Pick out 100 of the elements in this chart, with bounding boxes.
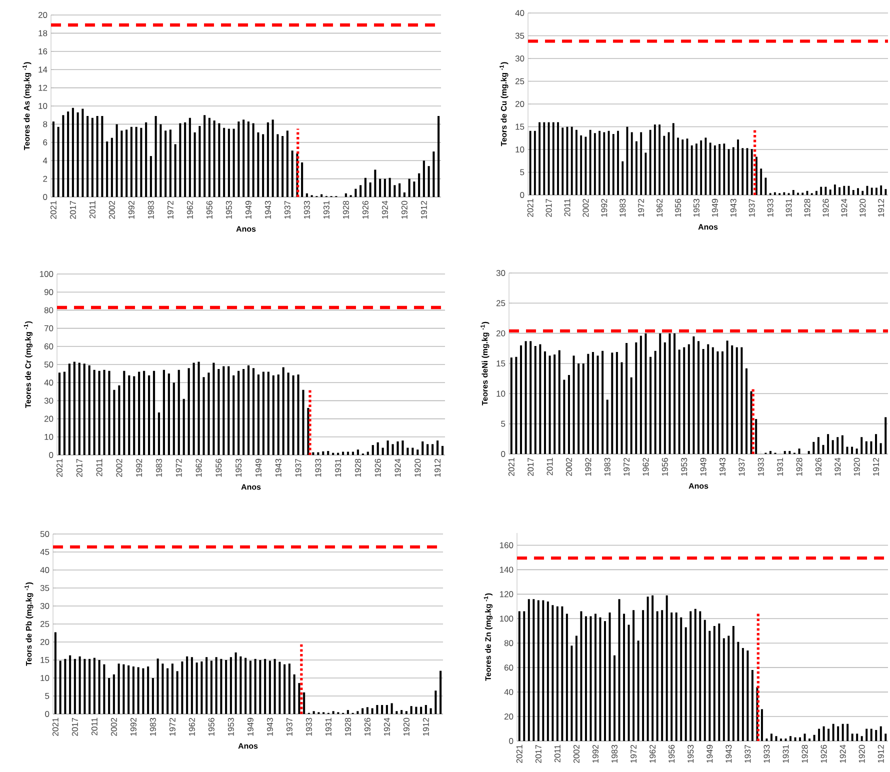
bar bbox=[544, 351, 546, 454]
bar bbox=[186, 656, 188, 714]
bar bbox=[745, 368, 748, 454]
y-tick-label: 20 bbox=[504, 714, 514, 720]
y-tick-label: 40 bbox=[504, 689, 514, 696]
bar bbox=[297, 374, 300, 455]
y-tick-label: 140 bbox=[500, 566, 514, 573]
bar bbox=[379, 178, 382, 197]
bar bbox=[371, 708, 374, 714]
bar bbox=[644, 333, 647, 454]
bar bbox=[851, 446, 854, 454]
bar bbox=[148, 375, 150, 455]
x-tick-label: 2011 bbox=[89, 200, 96, 218]
bar bbox=[736, 347, 738, 454]
bar bbox=[156, 658, 159, 714]
bar bbox=[76, 112, 79, 197]
bar bbox=[716, 351, 719, 454]
bar bbox=[184, 122, 186, 197]
bar bbox=[582, 363, 584, 454]
x-tick-label: 1933 bbox=[764, 744, 770, 763]
bar bbox=[652, 595, 654, 741]
bar bbox=[592, 352, 594, 454]
x-tick-label: 1962 bbox=[188, 718, 195, 736]
bar bbox=[59, 660, 62, 714]
bar bbox=[110, 138, 113, 197]
y-tick-label: 5 bbox=[520, 169, 524, 176]
x-tick-label: 1949 bbox=[245, 200, 252, 219]
bar bbox=[369, 182, 372, 197]
bar bbox=[402, 440, 404, 455]
bar bbox=[64, 658, 66, 714]
bar bbox=[666, 595, 668, 741]
bar bbox=[860, 437, 863, 454]
bar bbox=[875, 730, 878, 741]
x-tick-label: 1992 bbox=[592, 744, 598, 763]
bar bbox=[530, 341, 532, 454]
bar bbox=[604, 621, 606, 741]
bar bbox=[602, 350, 604, 454]
bar bbox=[812, 442, 815, 454]
bar bbox=[93, 658, 96, 714]
bar bbox=[247, 365, 250, 455]
bar bbox=[692, 336, 695, 454]
bar bbox=[346, 710, 349, 714]
y-tick-label: 5 bbox=[45, 693, 50, 699]
bar bbox=[798, 448, 800, 454]
bar bbox=[252, 368, 255, 455]
y-tick-label: 30 bbox=[40, 603, 50, 609]
x-tick-label: 1924 bbox=[382, 200, 388, 219]
bar bbox=[225, 660, 228, 714]
bar bbox=[635, 342, 638, 454]
x-tick-label: 2017 bbox=[535, 744, 542, 763]
y-tick-label: 0 bbox=[501, 451, 506, 457]
x-tick-label: 1943 bbox=[264, 200, 271, 219]
bar bbox=[128, 375, 130, 455]
bar bbox=[145, 122, 148, 197]
bar bbox=[268, 660, 271, 714]
bar bbox=[394, 185, 396, 197]
bar bbox=[88, 365, 90, 455]
bar bbox=[284, 664, 286, 714]
bar bbox=[257, 374, 260, 455]
bar bbox=[346, 452, 350, 455]
bar bbox=[190, 657, 193, 714]
bar bbox=[342, 452, 344, 455]
y-tick-label: 0 bbox=[49, 452, 54, 458]
y-tick-label: 100 bbox=[500, 616, 514, 622]
bar bbox=[436, 440, 439, 455]
bar bbox=[103, 664, 106, 714]
x-tick-label: 1931 bbox=[323, 200, 330, 219]
bar bbox=[422, 160, 425, 197]
x-tick-label: 2021 bbox=[56, 458, 62, 477]
bar bbox=[398, 183, 401, 197]
bar bbox=[142, 668, 144, 714]
bar bbox=[78, 362, 80, 455]
y-tick-label: 10 bbox=[44, 434, 54, 440]
bar bbox=[220, 658, 222, 714]
x-tick-label: 1962 bbox=[656, 198, 663, 217]
x-tick-label: 2017 bbox=[546, 198, 552, 217]
bar bbox=[415, 706, 418, 714]
x-tick-label: 1928 bbox=[344, 718, 351, 736]
bar bbox=[587, 354, 590, 454]
bar bbox=[654, 350, 656, 454]
bar bbox=[112, 674, 115, 714]
bar bbox=[611, 352, 614, 454]
x-tick-label: 2021 bbox=[52, 718, 58, 736]
bar bbox=[822, 726, 825, 741]
y-tick-label: 35 bbox=[515, 32, 524, 39]
bar bbox=[303, 692, 306, 714]
bar bbox=[678, 350, 680, 454]
bar bbox=[252, 123, 254, 197]
bar bbox=[218, 123, 220, 197]
y-tick-label: 5 bbox=[501, 420, 506, 427]
bar bbox=[640, 336, 642, 454]
x-tick-label: 1931 bbox=[325, 718, 332, 736]
x-tick-label: 1926 bbox=[820, 744, 827, 763]
x-tick-label: 1992 bbox=[136, 458, 142, 477]
y-tick-label: 40 bbox=[44, 380, 54, 386]
x-tick-label: 1928 bbox=[354, 458, 361, 477]
bar bbox=[242, 120, 245, 197]
x-tick-label: 1953 bbox=[236, 458, 242, 477]
bar bbox=[390, 703, 393, 714]
y-tick-label: 90 bbox=[44, 289, 54, 296]
